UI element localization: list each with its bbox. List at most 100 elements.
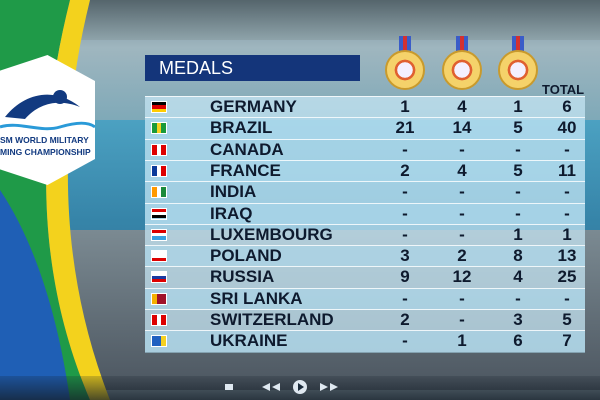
medal-total: -	[564, 139, 570, 159]
medal-count: 2	[400, 310, 410, 329]
medal-count: 12	[452, 267, 472, 287]
table-title: MEDALS	[145, 55, 360, 81]
country-flag	[151, 314, 167, 326]
medal-count: 8	[513, 246, 523, 266]
medal-count: 21	[395, 118, 415, 138]
country-name: CANADA	[210, 139, 284, 159]
medal-total: 5	[562, 310, 572, 329]
control-icons	[225, 380, 338, 394]
medal-total: 6	[562, 97, 572, 116]
country-flag	[151, 122, 167, 135]
gold-medal-icon	[385, 50, 425, 90]
medal-count: 4	[457, 160, 467, 180]
medal-count: -	[459, 139, 465, 159]
country-flag	[151, 228, 167, 241]
table-row	[145, 287, 585, 310]
logo-swoosh	[0, 0, 110, 400]
medal-count: -	[402, 288, 408, 308]
country-flag	[151, 207, 167, 220]
table-row	[145, 117, 585, 140]
medal-count: -	[459, 224, 465, 244]
table-row	[145, 266, 585, 288]
country-flag	[151, 164, 167, 177]
medal-count: 2	[457, 246, 467, 266]
medal-total: 7	[562, 331, 572, 351]
medal-count: -	[402, 203, 408, 223]
medal-count: -	[515, 139, 521, 159]
table-row	[145, 309, 585, 331]
medal-count: 9	[400, 267, 410, 287]
country-name: INDIA	[210, 182, 257, 202]
table-row	[145, 138, 585, 161]
forward-button[interactable]	[320, 383, 338, 391]
country-name: FRANCE	[210, 160, 281, 180]
medal-count: 4	[513, 267, 523, 287]
video-controls[interactable]	[0, 376, 600, 400]
medal-count: -	[402, 224, 408, 244]
background	[0, 0, 600, 40]
medal-count: 1	[457, 331, 467, 351]
country-flag	[151, 143, 167, 156]
medal-count: -	[459, 203, 465, 223]
bronze-medal-icon	[498, 50, 538, 90]
table-row	[145, 223, 585, 246]
country-flag	[151, 250, 167, 263]
country-name: SRI LANKA	[210, 288, 303, 308]
country-name: UKRAINE	[210, 331, 288, 351]
country-name: BRAZIL	[210, 118, 273, 138]
logo: SM WORLD MILITARY MING CHAMPIONSHIP	[0, 55, 95, 185]
rewind-button[interactable]	[262, 383, 280, 391]
medal-count: 1	[513, 224, 523, 244]
country-name: LUXEMBOURG	[210, 224, 333, 244]
medal-total: 13	[557, 246, 577, 266]
logo-icon	[0, 90, 95, 131]
medal-total: 11	[558, 160, 576, 180]
medal-count: -	[515, 288, 521, 308]
country-name: GERMANY	[210, 97, 297, 116]
table-row	[145, 245, 585, 268]
medal-total: -	[564, 203, 570, 223]
table-row	[145, 181, 585, 203]
medal-total: 1	[562, 224, 572, 244]
country-name: SWITZERLAND	[210, 310, 334, 329]
medal-count: -	[459, 310, 465, 329]
medal-count: -	[515, 203, 521, 223]
country-name: IRAQ	[210, 203, 253, 223]
medal-ribbon	[399, 36, 411, 52]
medal-count: 3	[400, 246, 410, 266]
country-flag	[151, 101, 167, 113]
medal-count: -	[402, 139, 408, 159]
medal-count: 1	[513, 97, 523, 116]
medal-count: -	[402, 182, 408, 202]
medal-total: -	[564, 288, 570, 308]
medal-total: 25	[557, 267, 577, 287]
country-name: POLAND	[210, 246, 282, 266]
medal-count: 5	[513, 160, 523, 180]
logo-text: SM WORLD MILITARY	[0, 135, 89, 145]
table-row	[145, 96, 585, 118]
country-flag	[151, 186, 167, 199]
country-flag	[151, 335, 167, 348]
column-header: TOTAL	[542, 82, 585, 97]
country-flag	[151, 292, 167, 305]
table-row	[145, 330, 585, 353]
medal-count: 14	[452, 118, 472, 138]
medal-count: 1	[400, 97, 410, 116]
country-name: RUSSIA	[210, 267, 275, 287]
medal-count: -	[459, 288, 465, 308]
medal-count: -	[515, 182, 521, 202]
medal-count: 5	[513, 118, 523, 138]
medal-count: -	[459, 182, 465, 202]
medal-count: -	[402, 331, 408, 351]
silver-medal-icon	[442, 50, 482, 90]
medal-ribbon	[456, 36, 468, 52]
medal-ribbon	[512, 36, 524, 52]
medal-count: 3	[513, 310, 523, 329]
medal-count: 4	[457, 97, 467, 116]
volume-button[interactable]	[225, 384, 233, 390]
medal-total: 40	[557, 118, 577, 138]
table-row	[145, 159, 585, 183]
medal-count: 2	[400, 160, 410, 180]
logo-text: MING CHAMPIONSHIP	[0, 147, 91, 157]
